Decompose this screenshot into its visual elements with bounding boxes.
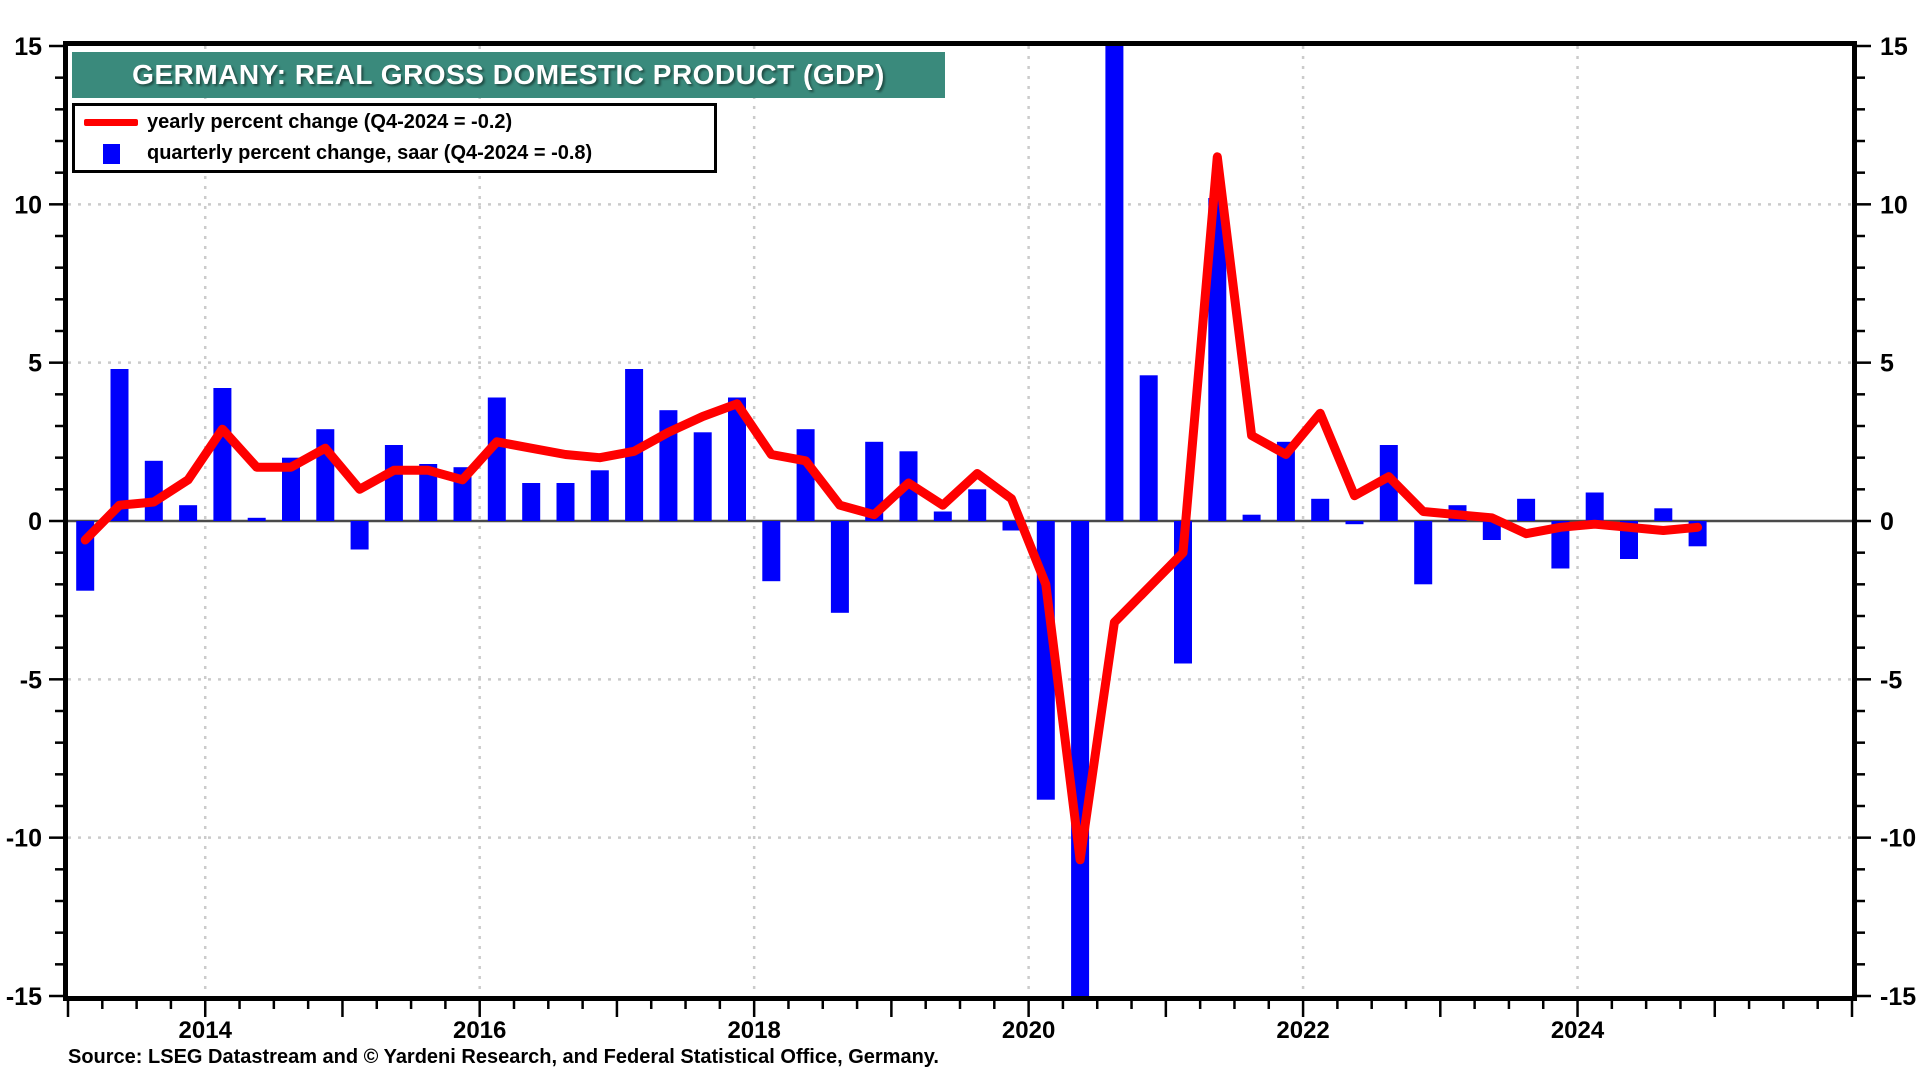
legend-item-quarterly: quarterly percent change, saar (Q4-2024 … — [75, 139, 714, 169]
bar-2020-Q2 — [1071, 521, 1090, 996]
bar-2017-Q4 — [728, 397, 746, 521]
y-axis-label-left: -15 — [6, 983, 42, 1011]
y-axis-label-left: -5 — [20, 666, 42, 694]
bar-2019-Q4 — [1002, 521, 1021, 531]
y-axis-label-left: -10 — [6, 825, 42, 853]
axis-ticks — [49, 44, 1871, 1017]
bar-2013-Q2 — [110, 369, 129, 521]
y-axis-label-right: 0 — [1880, 508, 1894, 536]
bar-2016-Q4 — [590, 470, 609, 521]
y-axis-label-left: 15 — [14, 33, 42, 61]
yearly-line — [80, 152, 1703, 865]
x-axis-year-label: 2014 — [179, 1017, 233, 1044]
y-axis-label-right: 10 — [1880, 191, 1908, 219]
bar-2023-Q3 — [1517, 498, 1536, 521]
red-line-swatch — [84, 118, 138, 126]
axis-labels: 15 15 10 10 5 5 0 0 -5 -5 -10 -10 -15 -15 2014 2016 2018… — [6, 33, 1916, 1044]
bar-2015-Q3 — [419, 464, 438, 521]
bar-2018-Q1 — [762, 521, 781, 582]
bar-2022-Q1 — [1311, 498, 1330, 521]
legend-label-yearly: yearly percent change (Q4-2024 = -0.2) — [147, 110, 513, 133]
bar-2022-Q2 — [1345, 521, 1364, 525]
plot-frame — [63, 41, 1857, 1001]
bar-2016-Q2 — [522, 483, 541, 521]
source-note: Source: LSEG Datastream and © Yardeni Re… — [68, 1046, 939, 1068]
bar-2016-Q3 — [556, 483, 575, 521]
bar-2017-Q1 — [625, 369, 644, 521]
bar-2020-Q3 — [1105, 46, 1124, 521]
y-axis-label-right: -5 — [1880, 666, 1902, 694]
bar-2021-Q2 — [1208, 198, 1227, 521]
bar-2013-Q4 — [179, 505, 198, 521]
legend-label-quarterly: quarterly percent change, saar (Q4-2024 … — [147, 142, 593, 165]
bar-2018-Q2 — [796, 429, 815, 521]
x-axis-year-label: 2020 — [1002, 1017, 1055, 1044]
blue-square-swatch — [102, 143, 120, 164]
bar-2018-Q3 — [830, 521, 849, 613]
y-axis-label-right: -15 — [1880, 983, 1916, 1011]
x-axis-year-label: 2018 — [727, 1017, 780, 1044]
chart-title: GERMANY: REAL GROSS DOMESTIC PRODUCT (GD… — [132, 59, 885, 90]
bar-2015-Q1 — [350, 521, 369, 550]
gridlines — [68, 46, 1852, 996]
legend-swatch-wrap — [75, 118, 147, 126]
x-axis-year-label: 2016 — [453, 1017, 506, 1044]
y-axis-label-right: 5 — [1880, 350, 1894, 378]
bar-2018-Q4 — [865, 441, 884, 521]
bar-2021-Q4 — [1276, 441, 1295, 521]
bar-2019-Q3 — [968, 489, 987, 521]
y-axis-label-left: 0 — [28, 508, 42, 536]
bar-2015-Q2 — [384, 445, 403, 521]
y-axis-label-right: 15 — [1880, 33, 1908, 61]
bar-2023-Q2 — [1482, 521, 1501, 540]
bar-2017-Q3 — [693, 432, 712, 521]
y-axis-label-left: 10 — [14, 191, 42, 219]
bar-2024-Q1 — [1585, 492, 1604, 521]
legend-box: yearly percent change (Q4-2024 = -0.2) q… — [72, 103, 717, 173]
bar-2019-Q2 — [933, 511, 952, 521]
y-axis-label-right: -10 — [1880, 825, 1916, 853]
bar-2014-Q3 — [282, 457, 300, 521]
bar-2014-Q2 — [247, 517, 266, 521]
bar-2014-Q4 — [316, 429, 335, 521]
bar-2023-Q4 — [1551, 521, 1570, 569]
chart-title-bar: GERMANY: REAL GROSS DOMESTIC PRODUCT (GD… — [72, 52, 945, 98]
bar-2021-Q3 — [1242, 514, 1261, 521]
bar-2016-Q1 — [487, 397, 506, 521]
bar-2014-Q1 — [213, 388, 232, 521]
legend-item-yearly: yearly percent change (Q4-2024 = -0.2) — [75, 107, 714, 137]
x-axis-year-label: 2022 — [1276, 1017, 1329, 1044]
legend-swatch-wrap — [75, 143, 147, 164]
y-axis-label-left: 5 — [28, 350, 42, 378]
x-axis-year-label: 2024 — [1551, 1017, 1605, 1044]
bar-2013-Q3 — [144, 460, 163, 521]
bar-2024-Q3 — [1654, 508, 1673, 521]
bar-2022-Q4 — [1414, 521, 1433, 585]
bar-2020-Q4 — [1139, 375, 1158, 521]
